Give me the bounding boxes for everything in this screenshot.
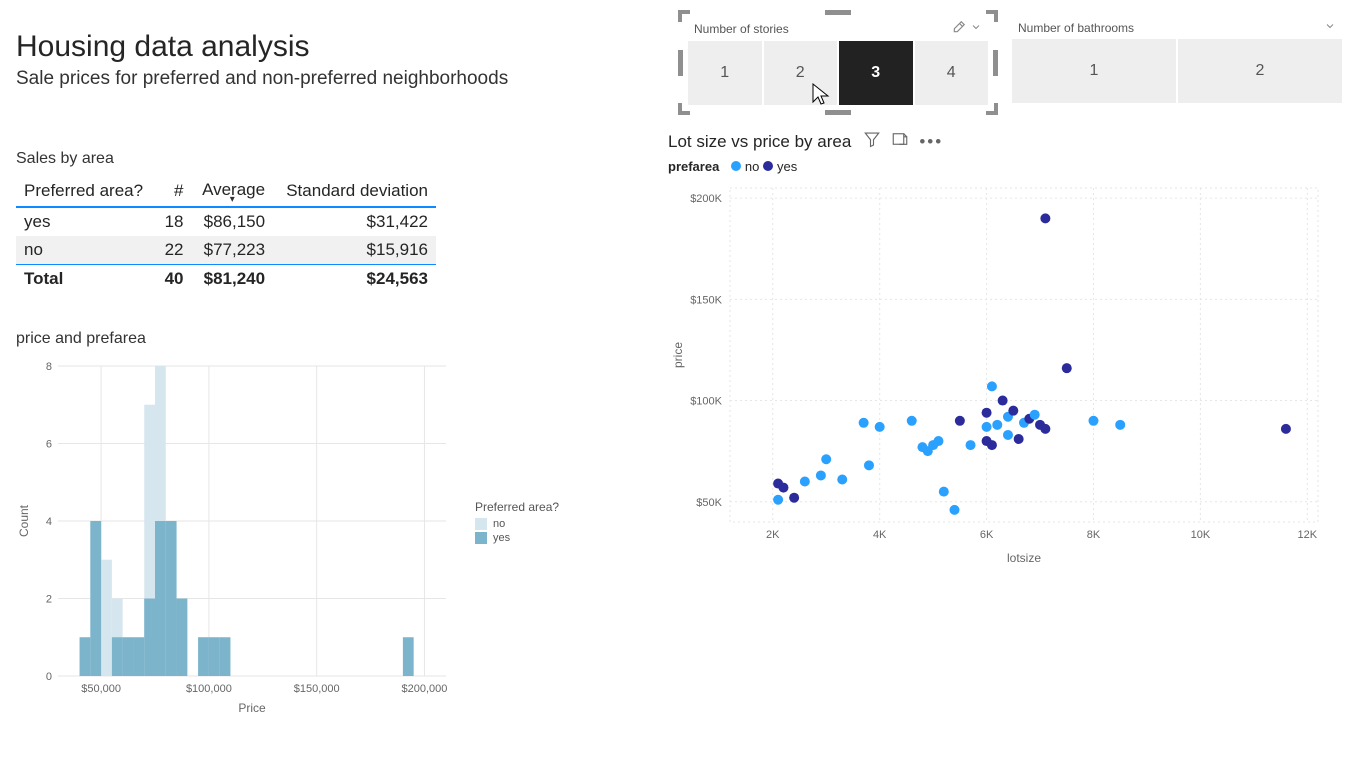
svg-text:6: 6 [46, 439, 52, 451]
svg-text:Price: Price [238, 701, 266, 715]
slicer-tile[interactable]: 2 [1178, 39, 1342, 103]
svg-text:8: 8 [46, 361, 52, 373]
svg-text:$200,000: $200,000 [401, 683, 447, 695]
table-header[interactable]: Preferred area? [16, 176, 155, 207]
svg-text:0: 0 [46, 671, 52, 683]
svg-text:12K: 12K [1298, 529, 1318, 541]
svg-text:6K: 6K [980, 529, 994, 541]
legend-item[interactable]: yes [475, 532, 559, 544]
svg-text:$100,000: $100,000 [186, 683, 232, 695]
svg-text:$50K: $50K [696, 497, 722, 509]
histogram-legend: Preferred area? noyes [475, 500, 559, 546]
svg-text:4: 4 [46, 516, 52, 528]
scatter-visual[interactable]: Lot size vs price by area ••• prefarea n… [668, 130, 1358, 573]
scatter-title: Lot size vs price by area [668, 132, 851, 152]
table-row[interactable]: yes18$86,150$31,422 [16, 207, 436, 236]
table-row[interactable]: no22$77,223$15,916 [16, 236, 436, 265]
svg-text:2K: 2K [766, 529, 780, 541]
svg-text:Count: Count [17, 504, 31, 537]
slicer-tile[interactable]: 1 [688, 41, 762, 105]
chevron-down-icon[interactable] [1324, 20, 1336, 35]
slicer-tile[interactable]: 3 [839, 41, 913, 105]
svg-text:$200K: $200K [690, 193, 722, 205]
page-title: Housing data analysis [16, 30, 310, 64]
chevron-down-icon[interactable] [970, 21, 982, 36]
scatter-legend: prefarea no yes [668, 159, 1358, 174]
table-header[interactable]: Average▾ [192, 176, 274, 207]
svg-text:10K: 10K [1191, 529, 1211, 541]
svg-text:$50,000: $50,000 [81, 683, 121, 695]
svg-text:$100K: $100K [690, 396, 722, 408]
eraser-icon[interactable] [952, 20, 966, 37]
sales-table-title: Sales by area [16, 150, 436, 168]
svg-text:lotsize: lotsize [1007, 551, 1041, 565]
svg-text:price: price [671, 342, 685, 368]
legend-item[interactable]: no [731, 159, 759, 174]
sales-table: Preferred area?#Average▾Standard deviati… [16, 176, 436, 293]
histogram-chart: 0 2 4 6 8 $50,000 $100,000 $150,000 $200,000 Pric… [16, 356, 456, 716]
slicer-tile[interactable]: 4 [915, 41, 989, 105]
svg-text:$150K: $150K [690, 294, 722, 306]
table-header[interactable]: # [155, 176, 191, 207]
svg-text:8K: 8K [1087, 529, 1101, 541]
scatter-chart: $50K $100K $150K $200K 2K 4K 6K 8K 10K 12K lotsize… [668, 178, 1328, 568]
legend-item[interactable]: no [475, 518, 559, 530]
svg-text:$150,000: $150,000 [294, 683, 340, 695]
svg-text:2: 2 [46, 594, 52, 606]
filter-icon[interactable] [863, 130, 881, 153]
table-total-row: Total40$81,240$24,563 [16, 265, 436, 294]
slicer-bathrooms[interactable]: Number of bathrooms 12 [1012, 20, 1342, 103]
slicer-stories[interactable]: Number of stories 1234 [688, 20, 988, 105]
page-subtitle: Sale prices for preferred and non-prefer… [16, 68, 508, 90]
slicer-bathrooms-title: Number of bathrooms [1018, 21, 1134, 35]
sales-table-visual[interactable]: Sales by area Preferred area?#Average▾St… [16, 150, 436, 293]
sort-caret-icon: ▾ [200, 198, 266, 202]
focus-mode-icon[interactable] [891, 130, 909, 153]
slicer-tile[interactable]: 1 [1012, 39, 1176, 103]
slicer-stories-title: Number of stories [694, 22, 789, 36]
svg-text:4K: 4K [873, 529, 887, 541]
legend-item[interactable]: yes [763, 159, 797, 174]
histogram-title: price and prefarea [16, 330, 616, 348]
slicer-tile[interactable]: 2 [764, 41, 838, 105]
more-options-icon[interactable]: ••• [919, 132, 943, 152]
table-header[interactable]: Standard deviation [273, 176, 436, 207]
